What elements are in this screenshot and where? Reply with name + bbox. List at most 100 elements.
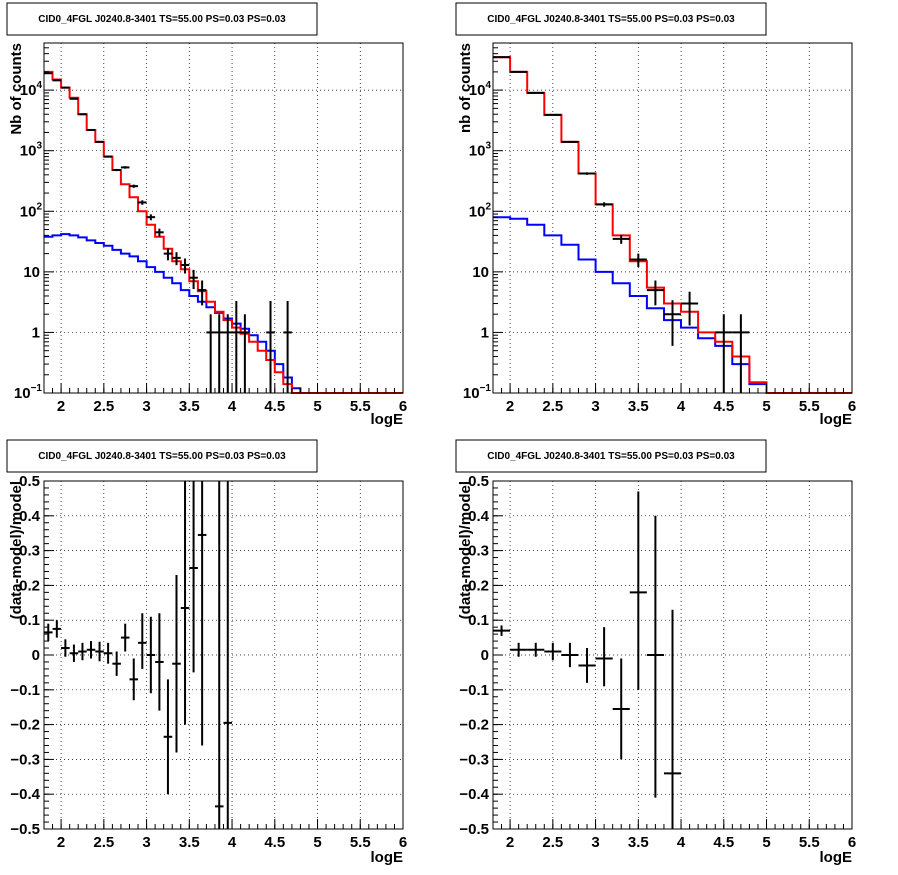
x-tick-label: 2 [57, 398, 65, 415]
data-point [120, 623, 130, 652]
data-point [103, 155, 113, 158]
data-point [578, 648, 596, 683]
data-point [129, 658, 139, 701]
data-point [510, 642, 528, 657]
plot-title: CID0_4FGL J0240.8-3401 TS=55.00 PS=0.03 … [487, 451, 735, 462]
y-tick-label: 103 [20, 141, 43, 160]
data-point [595, 627, 613, 687]
y-tick-label: −0.2 [10, 717, 40, 734]
x-tick-label: 2 [506, 834, 514, 851]
title-box [455, 439, 767, 473]
panel-residuals-right: CID0_4FGL J0240.8-3401 TS=55.00 PS=0.03 … [455, 439, 856, 866]
data-point [69, 644, 79, 662]
data-point [266, 301, 275, 393]
x-tick-label: 2.5 [93, 834, 114, 851]
x-tick-label: 6 [399, 398, 407, 415]
x-tick-label: 4 [228, 834, 237, 851]
x-tick-label: 5.5 [350, 398, 371, 415]
data-point [663, 300, 682, 346]
data-point [44, 623, 53, 642]
data-point [189, 481, 198, 673]
x-axis-label: logE [820, 849, 853, 866]
data-point [544, 642, 562, 661]
x-tick-label: 2.5 [542, 398, 563, 415]
data-point [197, 280, 207, 306]
y-tick-label: 103 [469, 141, 492, 160]
x-tick-label: 5.5 [350, 834, 371, 851]
data-point [61, 86, 70, 89]
x-axis-label: logE [820, 411, 853, 428]
x-tick-label: 4.5 [713, 834, 734, 851]
title-box [6, 2, 318, 36]
data-point [189, 269, 198, 290]
data-point [146, 616, 156, 694]
plot-frame [43, 480, 404, 830]
data-point [138, 200, 147, 205]
data-point [112, 651, 121, 676]
panel-counts-left: CID0_4FGL J0240.8-3401 TS=55.00 PS=0.03 … [6, 2, 407, 428]
y-tick-label: −0.1 [10, 682, 40, 699]
data-point [52, 620, 62, 638]
x-tick-label: 4 [677, 398, 686, 415]
y-axis-label: nb of counts [457, 43, 474, 133]
data-point [578, 172, 596, 175]
x-tick-label: 3.5 [179, 398, 200, 415]
data-point [493, 625, 511, 636]
y-tick-label: 0.3 [468, 543, 489, 560]
title-box [455, 2, 767, 36]
panel-counts-right: CID0_4FGL J0240.8-3401 TS=55.00 PS=0.03 … [455, 2, 856, 428]
y-tick-label: 0.4 [19, 508, 41, 525]
y-tick-label: −0.4 [459, 786, 489, 803]
x-axis-label: logE [371, 849, 404, 866]
x-axis-label: logE [371, 411, 404, 428]
x-tick-label: 5.5 [799, 834, 820, 851]
data-point [155, 613, 164, 711]
y-tick-label: −0.5 [10, 821, 40, 838]
data-point [78, 113, 87, 116]
data-point [595, 202, 613, 207]
data-point [681, 291, 699, 326]
y-tick-label: −0.1 [459, 682, 489, 699]
x-tick-label: 3.5 [628, 398, 649, 415]
y-tick-label: 1 [481, 324, 489, 341]
data-point [612, 234, 630, 244]
data-point [103, 642, 113, 664]
x-tick-label: 3.5 [179, 834, 200, 851]
data-point [155, 228, 164, 237]
x-tick-label: 6 [848, 834, 856, 851]
data-point [172, 574, 181, 753]
x-tick-label: 2.5 [542, 834, 563, 851]
y-tick-label: −0.4 [10, 786, 40, 803]
data-point [44, 72, 53, 75]
x-tick-label: 2 [57, 834, 65, 851]
x-tick-label: 3 [591, 834, 599, 851]
data-point [112, 168, 121, 172]
data-point [629, 253, 647, 268]
data-point [646, 515, 664, 798]
y-tick-label: 10 [472, 264, 489, 281]
plot-title: CID0_4FGL J0240.8-3401 TS=55.00 PS=0.03 … [38, 451, 286, 462]
x-tick-label: 5 [313, 398, 321, 415]
y-tick-label: 10 [23, 264, 40, 281]
data-point [163, 679, 173, 795]
x-tick-label: 2 [506, 398, 514, 415]
data-point [214, 314, 224, 393]
data-point [715, 314, 733, 393]
data-point [527, 642, 545, 657]
y-tick-label: 10−1 [14, 383, 43, 402]
model-total-line [44, 70, 403, 394]
data-point [206, 314, 215, 393]
x-tick-label: 6 [399, 834, 407, 851]
x-tick-label: 6 [848, 398, 856, 415]
x-tick-label: 3 [142, 398, 150, 415]
data-point [223, 314, 233, 393]
x-tick-label: 5 [313, 834, 321, 851]
data-point [732, 314, 750, 393]
y-tick-label: 102 [20, 201, 43, 220]
data-point [138, 613, 147, 669]
y-tick-label: 10−1 [463, 383, 492, 402]
data-point [180, 258, 190, 274]
y-tick-label: −0.3 [10, 751, 40, 768]
data-point [223, 481, 233, 829]
